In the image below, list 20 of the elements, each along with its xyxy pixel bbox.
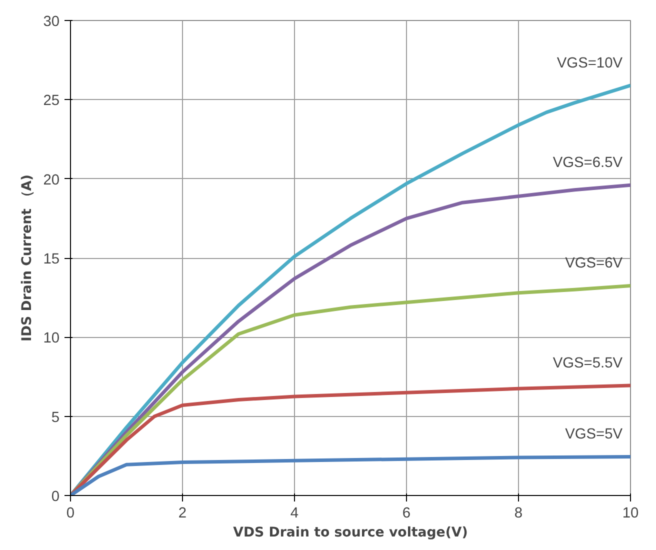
- x-axis-title: VDS Drain to source voltage(V): [233, 526, 468, 540]
- x-tick-label: 0: [66, 506, 75, 522]
- series-label: VGS=5.5V: [552, 355, 623, 372]
- x-tick-label: 6: [402, 506, 411, 522]
- y-tick-label: 15: [43, 252, 60, 268]
- y-axis-title: IDS Drain Current （A): [20, 174, 36, 342]
- x-tick-label: 8: [514, 506, 523, 522]
- series-label: VGS=6.5V: [552, 155, 623, 172]
- x-tick-label: 4: [290, 506, 299, 522]
- y-tick-label: 10: [43, 330, 60, 347]
- x-tick-label: 10: [622, 506, 639, 522]
- y-tick-label: 30: [43, 14, 60, 30]
- x-tick-label: 2: [178, 506, 187, 522]
- series-label: VGS=10V: [556, 55, 623, 72]
- y-tick-label: 25: [43, 93, 60, 110]
- series-label: VGS=5V: [565, 426, 623, 443]
- y-tick-label: 0: [51, 489, 60, 505]
- y-tick-label: 5: [51, 410, 60, 426]
- y-tick-label: 20: [43, 172, 60, 188]
- series-label: VGS=6V: [565, 256, 623, 272]
